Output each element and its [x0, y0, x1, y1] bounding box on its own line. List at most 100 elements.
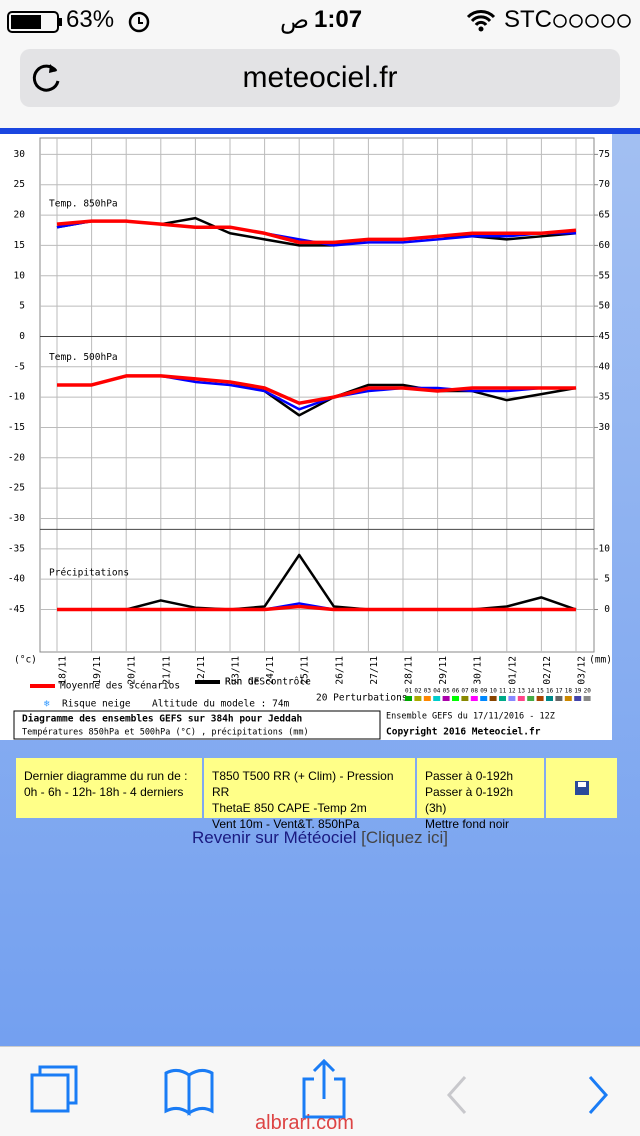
- y-tick-label: -20: [8, 452, 25, 463]
- y2-tick-label: 70: [599, 179, 611, 190]
- wifi-icon: [466, 10, 496, 32]
- y-tick-label: 15: [14, 240, 25, 251]
- perturbation-number: 19: [574, 688, 582, 695]
- chart-frame: 30 25 20 15 10 5 0 -5 -10 -15 -20 -25 -30 -35 -40 -45 75…: [0, 134, 612, 740]
- y-tick-label: -30: [8, 513, 25, 524]
- panel-label: Précipitations: [49, 568, 129, 579]
- perturbation-swatch: [461, 696, 469, 701]
- y-tick-label: 5: [19, 301, 25, 312]
- perturbation-number: 08: [471, 688, 479, 695]
- perturbation-number: 06: [452, 688, 460, 695]
- perturbation-swatch: [480, 696, 488, 701]
- watermark: albrari.com: [255, 1112, 354, 1134]
- perturbation-swatch: [583, 696, 591, 701]
- period: ص: [280, 7, 310, 34]
- perturbation-swatch: [574, 696, 582, 701]
- save-icon: [574, 781, 589, 795]
- perturbation-swatch: [499, 696, 506, 701]
- menu: Dernier diagramme du run de : 0h - 6h - 1…: [16, 758, 617, 831]
- back-link[interactable]: Revenir sur Météociel [Cliquez ici]: [0, 828, 640, 848]
- battery-icon: [7, 11, 62, 33]
- perturbation-number: 09: [480, 688, 488, 695]
- divider: [0, 128, 640, 134]
- y-tick-label: -45: [8, 604, 25, 615]
- menu-cell[interactable]: Dernier diagramme du run de : 0h - 6h - 1…: [16, 758, 202, 818]
- menu-cell[interactable]: T850 T500 RR (+ Clim) - Pression RR Theta…: [204, 758, 415, 831]
- browser-header: 63% ص 1:07 STC meteociel.fr: [0, 0, 640, 128]
- x-tick-label: 21/11: [161, 656, 172, 685]
- series-line: [57, 604, 576, 612]
- perturbation-swatch: [555, 696, 563, 701]
- perturbation-number: 02: [414, 688, 422, 695]
- save-button[interactable]: [546, 758, 617, 818]
- perturbation-number: 15: [537, 688, 545, 695]
- y-tick-label: 10: [14, 270, 26, 281]
- y2-unit: (mm): [589, 655, 612, 666]
- perturbation-swatch: [470, 696, 478, 701]
- menu-link[interactable]: Vent 10m - Vent&T. 850hPa: [212, 817, 360, 831]
- perturbation-number: 14: [527, 688, 535, 695]
- perturbation-swatch: [508, 696, 516, 701]
- y2-tick-label: 40: [599, 361, 611, 372]
- panel-label: Temp. 850hPa: [49, 199, 118, 210]
- carrier: STC: [504, 6, 552, 33]
- snow-icon: ❄: [44, 699, 50, 710]
- series-line: [56, 219, 577, 245]
- x-tick-label: 24/11: [265, 656, 276, 685]
- menu-link[interactable]: T850 T500 RR (+ Clim) - Pression RR: [212, 769, 394, 799]
- y2-tick-label: 65: [599, 210, 610, 221]
- y-tick-label: -25: [8, 483, 25, 494]
- perturbation-swatch: [433, 696, 441, 701]
- info-title: Diagramme des ensembles GEFS sur 384h po…: [22, 714, 302, 725]
- y2-tick-label: 50: [599, 301, 611, 312]
- x-tick-label: 26/11: [334, 656, 345, 685]
- legend-label: Run GFS: [225, 677, 265, 688]
- tabs-button[interactable]: [30, 1065, 78, 1113]
- menu-cell[interactable]: Passer à 0-192h Passer à 0-192h (3h) Mettr…: [417, 758, 544, 831]
- forward-button[interactable]: [588, 1076, 609, 1114]
- x-tick-label: 30/11: [473, 656, 484, 685]
- run-label: Ensemble GEFS du 17/11/2016 - 12Z: [386, 712, 555, 722]
- snow-label: Risque neige: [62, 699, 131, 710]
- altitude-label: Altitude du modele : 74m: [152, 699, 290, 710]
- address-bar[interactable]: meteociel.fr: [20, 49, 620, 107]
- chart: 302520151050-5-10-15-20-25-30-35-40-4575…: [8, 137, 612, 740]
- y2-tick-label: 75: [599, 149, 610, 160]
- legend-label: Run de contrôle: [225, 677, 311, 688]
- y-tick-label: 25: [14, 179, 25, 190]
- perturbation-number: 04: [433, 688, 441, 695]
- time: 1:07: [314, 6, 363, 33]
- menu-link[interactable]: Mettre fond noir: [425, 817, 510, 831]
- x-tick-label: 22/11: [196, 656, 207, 685]
- perturbation-swatch: [536, 696, 544, 701]
- plot-area: [39, 137, 595, 653]
- y-tick-label: -40: [8, 574, 25, 585]
- perturbation-swatch: [414, 696, 422, 701]
- perturbation-swatch: [452, 696, 459, 701]
- reload-button[interactable]: [30, 61, 64, 95]
- menu-link[interactable]: Passer à 0-192h: [425, 769, 514, 783]
- perturbation-swatch: [489, 696, 497, 701]
- x-tick-label: 03/12: [577, 656, 588, 685]
- x-tick-label: 19/11: [92, 656, 103, 685]
- perturbation-number: 11: [499, 688, 507, 695]
- back-button[interactable]: [446, 1076, 467, 1114]
- menu-link[interactable]: Passer à 0-192h (3h): [425, 785, 514, 815]
- perturbation-swatch: [564, 696, 572, 701]
- perturbation-number: 01: [405, 688, 413, 695]
- menu-link[interactable]: Dernier diagramme du run de :: [24, 769, 188, 783]
- menu-link[interactable]: ThetaE 850 CAPE -Temp 2m: [212, 801, 367, 815]
- series-line: [57, 374, 576, 405]
- x-tick-label: 01/12: [507, 656, 518, 685]
- y2-tick-label: 55: [599, 270, 610, 281]
- bookmarks-button[interactable]: [164, 1068, 214, 1116]
- share-button[interactable]: [302, 1058, 346, 1119]
- link-action[interactable]: [Cliquez ici]: [361, 828, 449, 847]
- link-text[interactable]: Revenir sur Météociel: [191, 828, 357, 847]
- perturbation-number: 05: [443, 688, 451, 695]
- y2-tick-label: 45: [599, 331, 610, 342]
- panel-label: Temp. 500hPa: [49, 352, 118, 363]
- y-tick-label: -15: [8, 422, 25, 433]
- menu-link[interactable]: 0h - 6h - 12h- 18h - 4 derniers: [24, 785, 184, 799]
